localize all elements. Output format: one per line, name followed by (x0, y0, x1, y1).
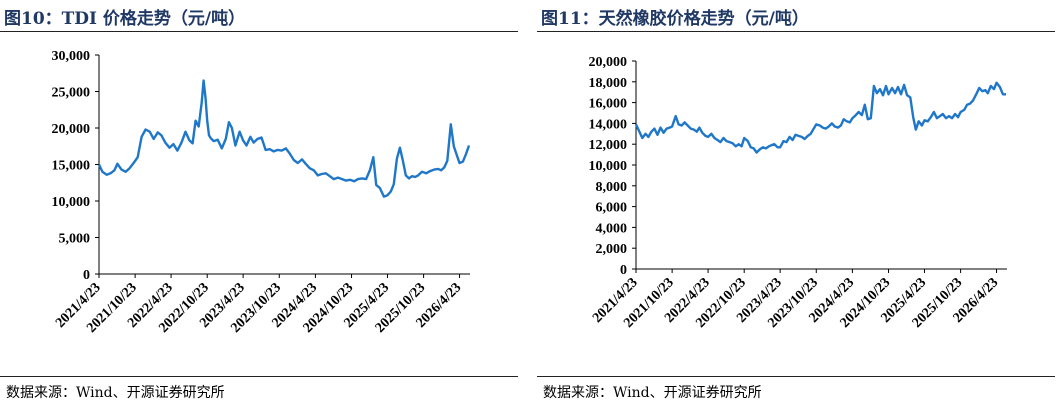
y-tick-label: 18,000 (589, 76, 628, 91)
y-tick-label: 10,000 (52, 195, 91, 210)
title-divider (0, 31, 518, 32)
title-divider (537, 31, 1055, 32)
y-tick-label: 20,000 (589, 55, 628, 70)
y-tick-label: 8,000 (596, 180, 628, 195)
y-tick-label: 0 (83, 268, 90, 283)
y-tick-label: 10,000 (589, 159, 628, 174)
chart-panel-tdi: 图10：TDI 价格走势（元/吨） 0 5,000 10,000 15,000 20,0… (0, 0, 520, 405)
y-tick-label: 16,000 (589, 97, 628, 112)
y-tick-label: 12,000 (589, 138, 628, 153)
series-line (97, 79, 471, 198)
y-tick-label: 0 (620, 263, 627, 278)
source-divider (0, 376, 518, 377)
rubber-price-chart: 0 2,000 4,000 6,000 8,000 10,000 12,000 14,000 1… (589, 55, 1007, 331)
source-note: 数据来源：Wind、开源证券研究所 (6, 385, 225, 401)
chart-title: 图11：天然橡胶价格走势（元/吨） (541, 9, 809, 29)
chart-title: 图10：TDI 价格走势（元/吨） (4, 9, 246, 29)
source-note: 数据来源：Wind、开源证券研究所 (543, 385, 762, 401)
chart-panel-rubber: 图11：天然橡胶价格走势（元/吨） 0 2,000 4,000 6,000 8,000 1… (537, 0, 1057, 405)
y-tick-label: 20,000 (52, 122, 91, 137)
y-tick-label: 30,000 (52, 49, 91, 64)
y-tick-label: 15,000 (52, 159, 91, 174)
source-divider (537, 376, 1055, 377)
y-tick-label: 25,000 (52, 86, 91, 101)
y-tick-label: 5,000 (59, 232, 91, 247)
y-tick-label: 4,000 (596, 221, 628, 236)
y-tick-label: 6,000 (596, 201, 628, 216)
tdi-price-chart: 05,00010,00015,00020,00025,00030,0002021… (52, 49, 471, 336)
series-line (634, 81, 1006, 154)
y-tick-label: 14,000 (589, 117, 628, 132)
y-tick-label: 2,000 (596, 242, 628, 257)
